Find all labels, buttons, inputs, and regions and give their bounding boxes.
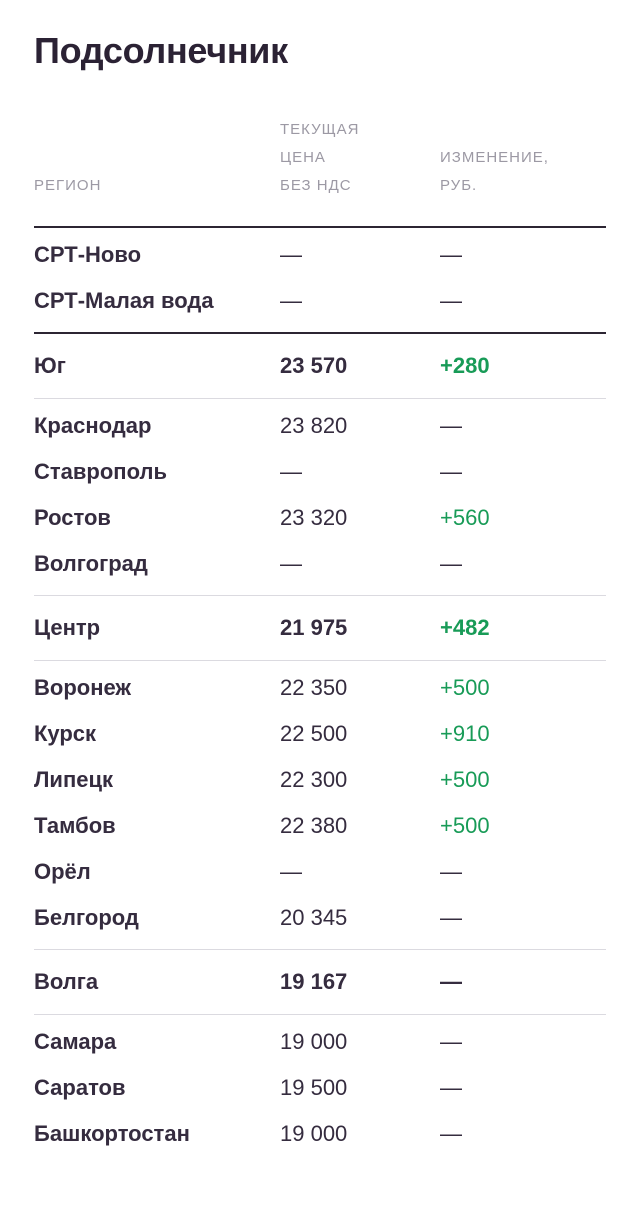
region-row: Орёл — — xyxy=(34,849,606,895)
price-cell: 19 000 xyxy=(280,1029,348,1054)
price-table: РЕГИОН ТЕКУЩАЯ ЦЕНА БЕЗ НДС ИЗМЕНЕНИЕ, Р… xyxy=(34,116,606,1165)
price-table-page: Подсолнечник РЕГИОН ТЕКУЩАЯ ЦЕНА БЕЗ НДС… xyxy=(34,30,606,1165)
price-cell: 23 820 xyxy=(280,413,348,438)
region-name-cell: Башкортостан xyxy=(34,1121,190,1146)
region-name-cell: Белгород xyxy=(34,895,280,950)
change-cell: — xyxy=(440,859,462,884)
region-row: СРТ-Малая вода — — xyxy=(34,278,606,334)
price-cell: 23 570 xyxy=(280,333,440,399)
change-cell: — xyxy=(440,459,462,484)
region-row: Липецк 22 300 +500 xyxy=(34,757,606,803)
price-cell: 23 320 xyxy=(280,505,348,530)
change-cell: — xyxy=(440,278,606,334)
section-summary-row: Центр 21 975 +482 xyxy=(34,595,606,661)
price-cell: 22 500 xyxy=(280,721,348,746)
region-name-cell: Самара xyxy=(34,1029,117,1054)
region-name-cell: Тамбов xyxy=(34,813,116,838)
change-cell: +500 xyxy=(440,767,490,792)
change-cell: — xyxy=(440,1121,462,1146)
region-row: Тамбов 22 380 +500 xyxy=(34,803,606,849)
price-cell: — xyxy=(280,278,440,334)
region-name-cell: Орёл xyxy=(34,859,91,884)
region-row: Башкортостан 19 000 — xyxy=(34,1111,606,1165)
region-name-cell: Юг xyxy=(34,333,280,399)
column-header-price: ТЕКУЩАЯ ЦЕНА БЕЗ НДС xyxy=(280,116,440,228)
table-body: СРТ-Ново — — СРТ-Малая вода — — Юг 23 570 +280 Кр… xyxy=(34,227,606,1165)
region-row: Белгород 20 345— xyxy=(34,895,606,950)
price-cell: 22 380 xyxy=(280,813,348,838)
region-row: Курск 22 500 +910 xyxy=(34,711,606,757)
region-name-cell: Саратов xyxy=(34,1075,126,1100)
region-name-cell: СРТ-Малая вода xyxy=(34,278,280,334)
price-cell: 22 300 xyxy=(280,767,348,792)
change-cell: +482 xyxy=(440,595,606,661)
region-row: Воронеж 22 350 +500 xyxy=(34,661,606,712)
price-cell: 21 975 xyxy=(280,595,440,661)
change-cell: — xyxy=(440,1075,462,1100)
change-cell: +280 xyxy=(440,333,606,399)
table-header-row: РЕГИОН ТЕКУЩАЯ ЦЕНА БЕЗ НДС ИЗМЕНЕНИЕ, Р… xyxy=(34,116,606,228)
section-summary-row: Юг 23 570 +280 xyxy=(34,333,606,399)
column-header-change: ИЗМЕНЕНИЕ, РУБ. xyxy=(440,116,606,228)
section-summary-row: Волга 19 167— xyxy=(34,949,606,1015)
region-row: СРТ-Ново — — xyxy=(34,227,606,278)
region-row: Ростов 23 320 +560 xyxy=(34,495,606,541)
change-cell: — xyxy=(440,895,606,950)
region-row: Саратов 19 500 — xyxy=(34,1065,606,1111)
region-name-cell: Курск xyxy=(34,721,97,746)
region-row: Волгоград — — xyxy=(34,541,606,596)
change-cell: +560 xyxy=(440,505,490,530)
change-cell: — xyxy=(440,1029,462,1054)
price-cell: — xyxy=(280,859,302,884)
price-cell: — xyxy=(280,242,302,267)
region-name-cell: Краснодар xyxy=(34,413,152,438)
price-cell: 22 350 xyxy=(280,675,348,700)
price-cell: 19 000 xyxy=(280,1121,348,1146)
change-cell: +500 xyxy=(440,675,490,700)
change-cell: — xyxy=(440,242,462,267)
region-name-cell: Липецк xyxy=(34,767,114,792)
region-name-cell: Волга xyxy=(34,949,280,1015)
column-header-region: РЕГИОН xyxy=(34,116,280,228)
change-cell: — xyxy=(440,541,606,596)
region-row: Самара 19 000 — xyxy=(34,1015,606,1066)
region-name-cell: Ставрополь xyxy=(34,459,167,484)
price-cell: 19 500 xyxy=(280,1075,348,1100)
region-name-cell: Ростов xyxy=(34,505,111,530)
change-cell: — xyxy=(440,413,462,438)
price-cell: — xyxy=(280,459,302,484)
change-cell: +910 xyxy=(440,721,490,746)
change-cell: — xyxy=(440,949,606,1015)
region-row: Ставрополь — — xyxy=(34,449,606,495)
change-cell: +500 xyxy=(440,813,490,838)
region-name-cell: Воронеж xyxy=(34,675,132,700)
region-name-cell: Центр xyxy=(34,595,280,661)
region-row: Краснодар 23 820 — xyxy=(34,399,606,450)
region-name-cell: Волгоград xyxy=(34,541,280,596)
page-title: Подсолнечник xyxy=(34,30,288,71)
price-cell: 20 345 xyxy=(280,895,440,950)
price-cell: 19 167 xyxy=(280,949,440,1015)
region-name-cell: СРТ-Ново xyxy=(34,242,142,267)
price-cell: — xyxy=(280,541,440,596)
